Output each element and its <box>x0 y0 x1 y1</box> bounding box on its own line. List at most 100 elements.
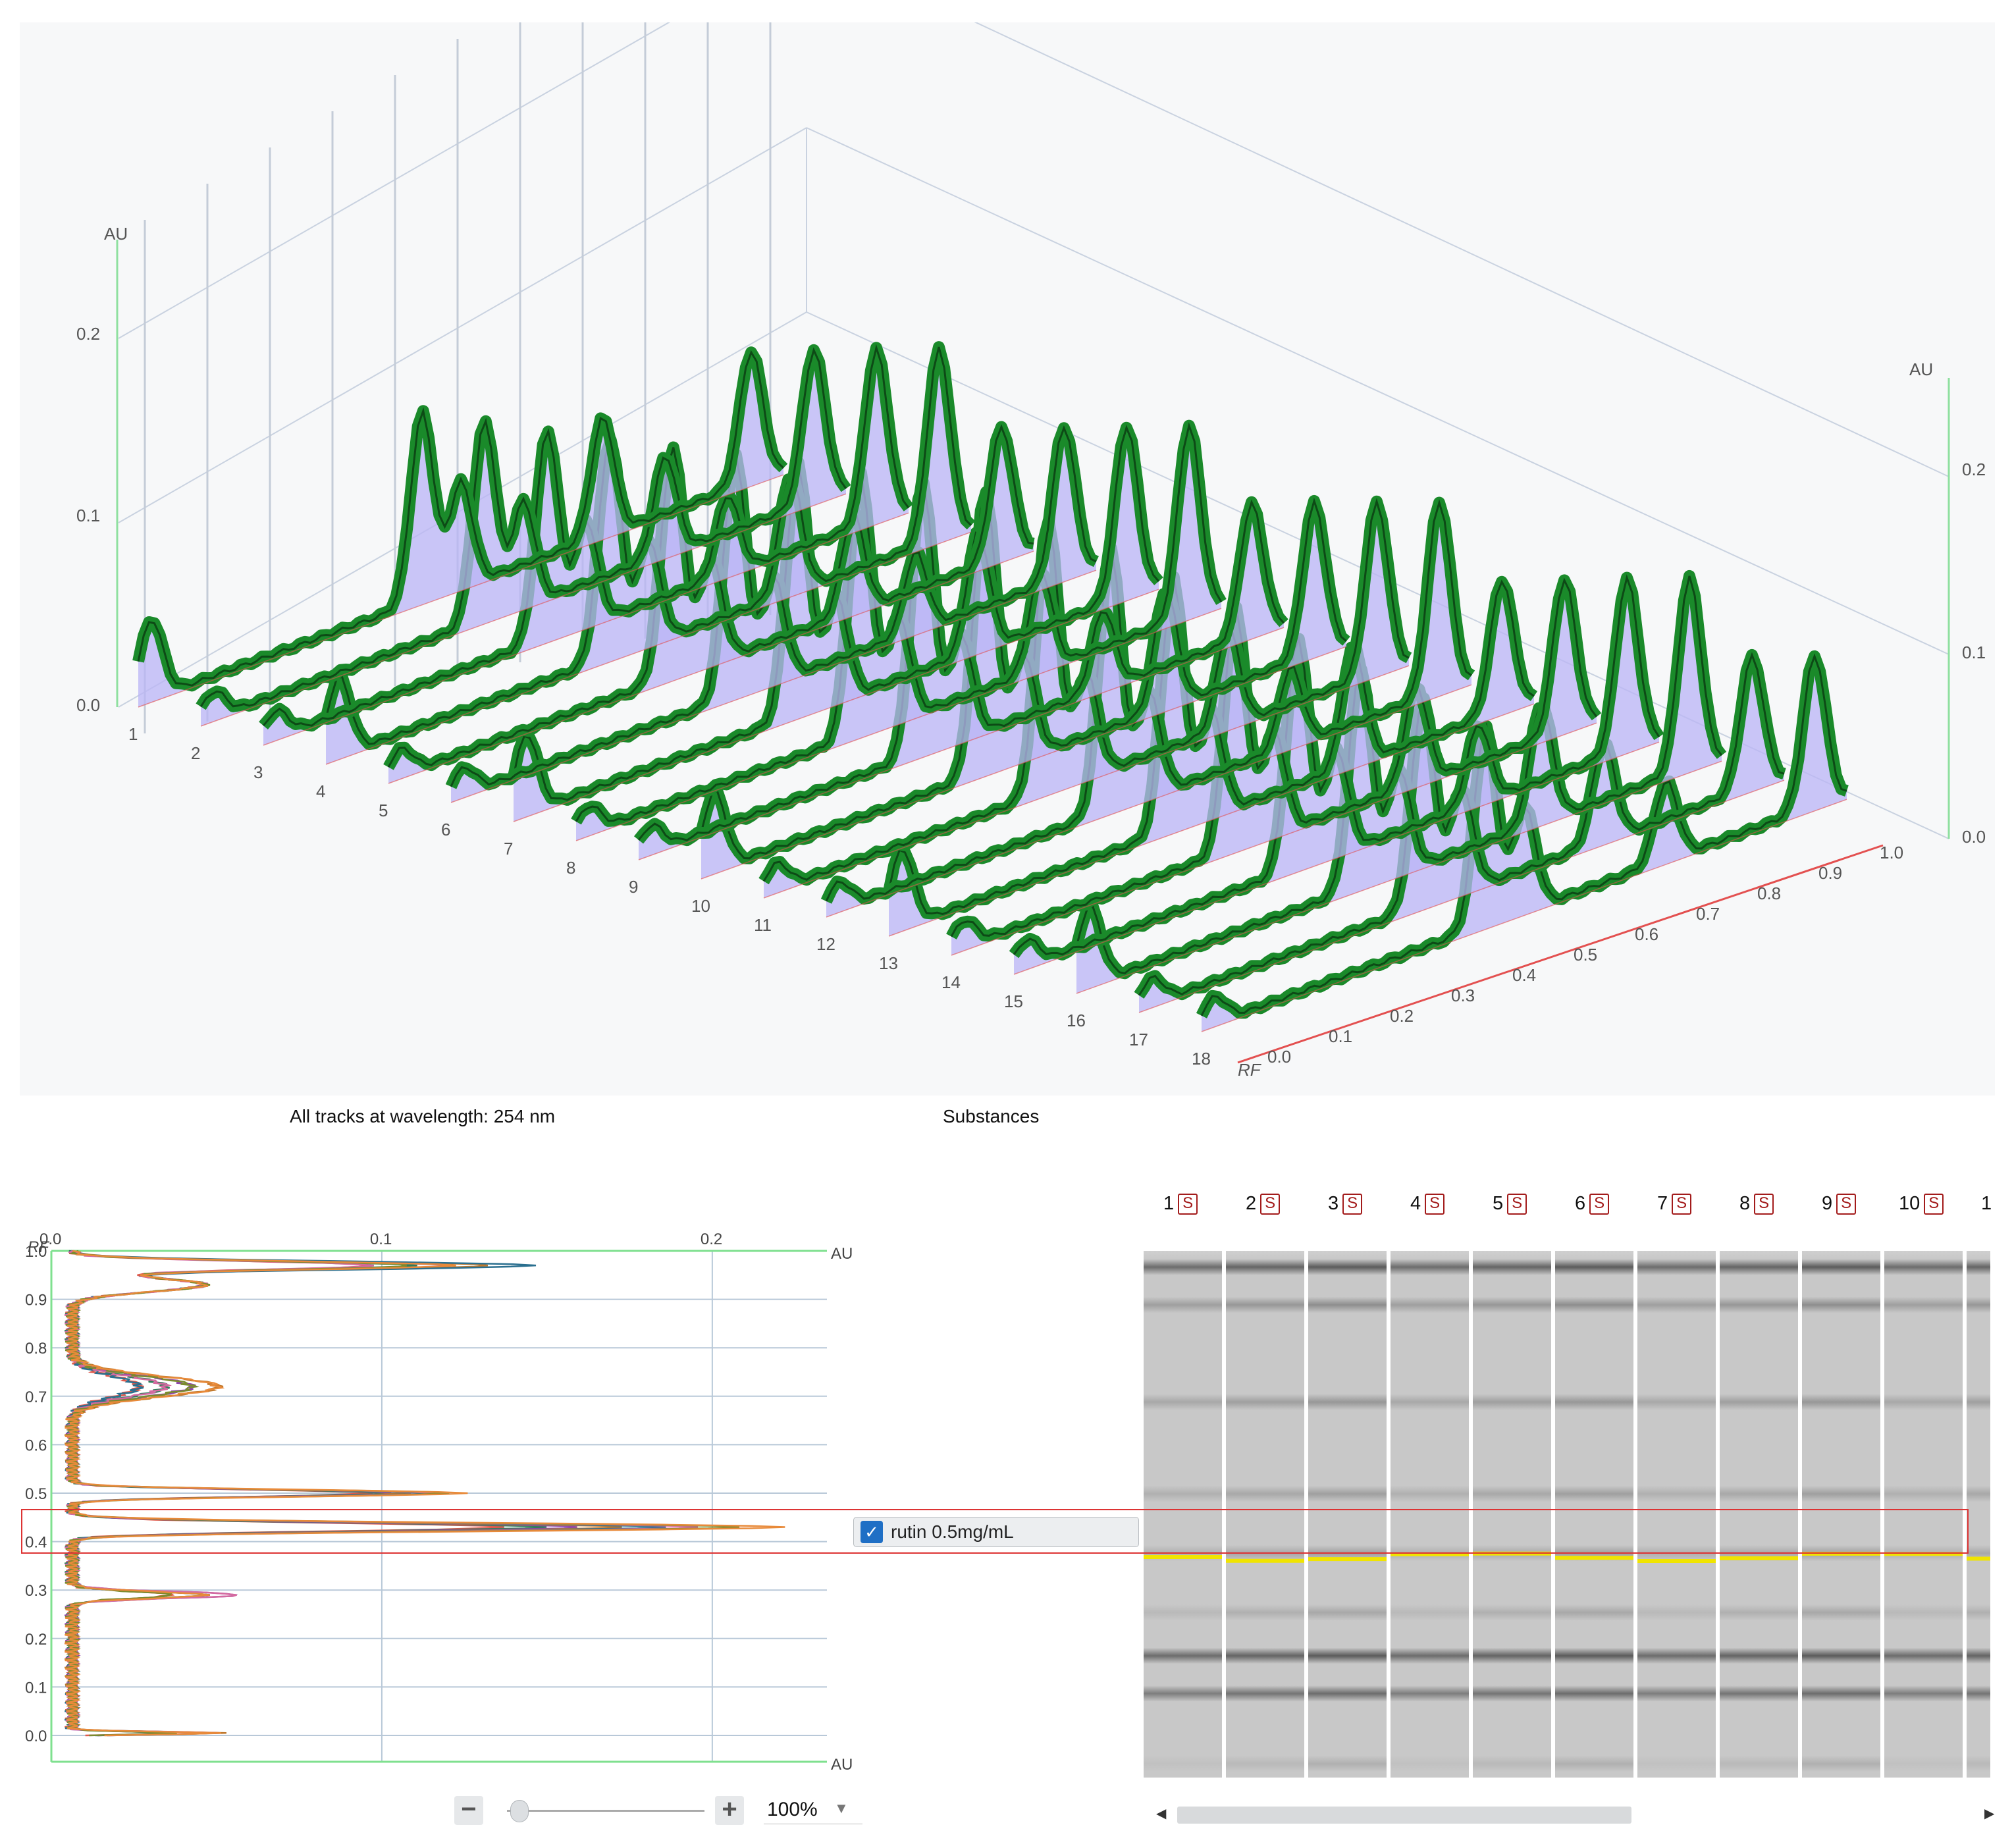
substance-item[interactable]: ✓ rutin 0.5mg/mL <box>853 1517 1139 1547</box>
lane-separator <box>1963 1251 1967 1791</box>
track-lane <box>1967 1251 1990 1791</box>
au-axis-label: AU <box>104 224 128 244</box>
track-number: 4 <box>1410 1193 1421 1214</box>
track-header[interactable]: 1 <box>1981 1193 1992 1215</box>
track-images-panel[interactable] <box>1142 1185 1998 1804</box>
scrollbar-thumb[interactable] <box>1177 1807 1631 1824</box>
track-baseline <box>1013 741 1660 975</box>
lane-separator <box>1469 1251 1473 1791</box>
track-label: 8 <box>566 858 575 878</box>
scroll-left-icon[interactable]: ◀ <box>1156 1807 1167 1821</box>
au-tick-label-top: 0.2 <box>701 1230 722 1248</box>
rf-tick-label: 0.1 <box>1329 1026 1352 1046</box>
rf-tick-label: 0.6 <box>25 1437 47 1454</box>
track-baseline <box>575 608 1222 841</box>
sample-badge-icon: S <box>1507 1193 1527 1215</box>
track-ridge-fill <box>1202 656 1847 1032</box>
track-baseline <box>1076 760 1722 994</box>
substance-checkbox[interactable]: ✓ <box>861 1521 883 1543</box>
rf-tick-label: 0.0 <box>1267 1047 1291 1067</box>
track-ridge-fill <box>1139 654 1784 1013</box>
track-number: 7 <box>1657 1193 1668 1214</box>
rf-tick-label: 0.5 <box>25 1485 47 1503</box>
track-lane <box>1720 1251 1798 1791</box>
rf-tick-label: 0.9 <box>25 1292 47 1309</box>
track-baseline <box>888 703 1535 937</box>
track-lane <box>1391 1251 1469 1791</box>
track-header[interactable]: 10 S <box>1899 1193 1944 1215</box>
lane-separator <box>1387 1251 1391 1791</box>
track-baseline <box>263 512 909 746</box>
track-label: 15 <box>1004 991 1023 1011</box>
sample-badge-icon: S <box>1754 1193 1774 1215</box>
chevron-down-icon[interactable]: ▼ <box>834 1800 849 1816</box>
track-ridge-edge <box>199 347 847 708</box>
track-baseline <box>763 665 1410 899</box>
au-axis-label-top: AU <box>831 1245 853 1263</box>
chromatogram-overlay[interactable]: RF 1.0 0.9 0.8 0.7 0.6 0.5 0.4 0.3 0.2 0.1 0.0 0.0 0.… <box>0 1198 869 1792</box>
lane-separator <box>1304 1251 1308 1791</box>
track-baseline <box>388 550 1034 784</box>
horizontal-scrollbar[interactable]: ◀ ▶ <box>1153 1803 2000 1826</box>
rf-axis-label: RF <box>28 1238 49 1256</box>
track-label: 13 <box>879 953 898 973</box>
track-label: 4 <box>316 781 325 801</box>
track-number: 6 <box>1575 1193 1586 1214</box>
track-lane <box>1802 1251 1880 1791</box>
track-label: 18 <box>1192 1049 1211 1069</box>
rf-tick-label: 0.1 <box>25 1679 47 1697</box>
sample-badge-icon: S <box>1924 1193 1944 1215</box>
track-number: 2 <box>1246 1193 1257 1214</box>
rf-tick-label: 0.3 <box>25 1582 47 1600</box>
rf-tick-label: 1.0 <box>1880 843 1903 862</box>
rf-tick-label: 0.8 <box>1757 884 1781 903</box>
track-baseline <box>638 627 1285 860</box>
au-tick-label-top: 0.1 <box>370 1230 392 1248</box>
track-number: 9 <box>1822 1193 1833 1214</box>
rf-tick-label: 0.9 <box>1818 863 1842 883</box>
track-baseline <box>450 569 1097 803</box>
track-ridge-edge <box>137 350 785 687</box>
rf-tick-label: 0.8 <box>25 1340 47 1358</box>
track-number: 1 <box>1163 1193 1175 1214</box>
rf-tick-label: 0.2 <box>1390 1006 1414 1026</box>
rf-tick-label: 0.7 <box>25 1388 47 1406</box>
au-tick-label: 0.2 <box>76 324 100 344</box>
track-ridge-fill <box>451 428 1096 803</box>
sample-badge-icon: S <box>1260 1193 1281 1215</box>
rf-tick-label: 0.4 <box>25 1534 47 1552</box>
rf-tick-label: 1.0 <box>25 1243 47 1261</box>
track-label: 16 <box>1067 1011 1086 1030</box>
zoom-in-button[interactable]: + <box>715 1796 744 1825</box>
track-lane <box>1226 1251 1304 1791</box>
track-label: 9 <box>629 877 638 897</box>
zoom-out-button[interactable]: − <box>454 1796 483 1825</box>
track-lane <box>1637 1251 1716 1791</box>
scroll-right-icon[interactable]: ▶ <box>1984 1807 1995 1821</box>
zoom-slider-track[interactable] <box>507 1810 704 1812</box>
zoom-level-select[interactable]: 100% <box>767 1799 818 1820</box>
track-number: 10 <box>1899 1193 1921 1214</box>
sample-badge-icon: S <box>1589 1193 1610 1215</box>
3d-densitogram-view[interactable]: AU 0.2 0.1 0.0 AU 0.2 0.1 0.0 RF 0.0 0.1 0.2 0.3 0.4 0… <box>20 22 1995 1096</box>
track-ridge-fill <box>639 483 1284 860</box>
track-label: 11 <box>754 915 772 935</box>
au-tick-label-right: 0.0 <box>1962 827 1986 847</box>
lane-separator <box>1633 1251 1637 1791</box>
zoom-slider-thumb[interactable] <box>510 1800 529 1822</box>
track-baseline <box>513 589 1159 822</box>
track-images-canvas <box>1142 1251 1998 1804</box>
chromatogram-canvas: RF1.0 0.9 0.8 0.7 0.6 0.5 0.4 0.3 0.2 0.1 0.0 0.0 0.… <box>25 1230 853 1792</box>
sample-badge-icon: S <box>1342 1193 1363 1215</box>
lane-separator <box>1716 1251 1720 1791</box>
track-label: 17 <box>1129 1030 1148 1049</box>
